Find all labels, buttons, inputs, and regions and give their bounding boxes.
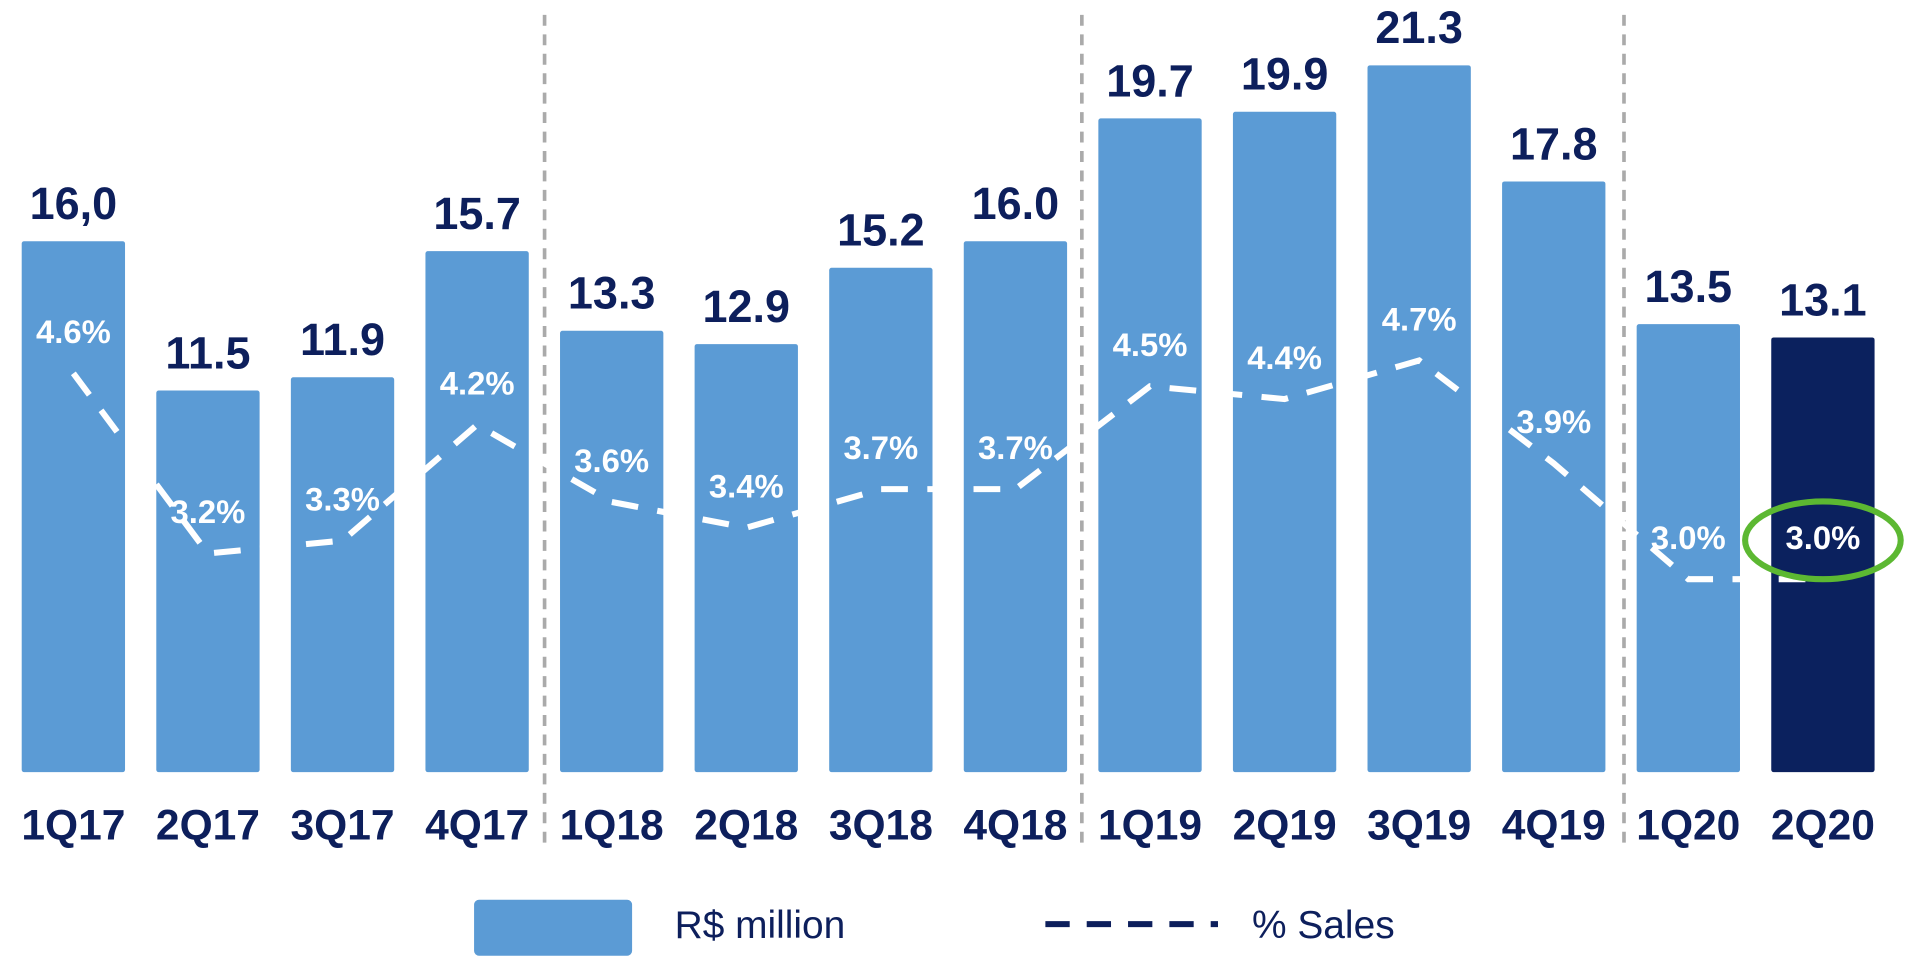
line-value-label: 4.7% (1382, 300, 1457, 337)
line-value-label: 3.0% (1651, 519, 1726, 556)
line-value-label: 3.0% (1786, 519, 1861, 556)
line-value-label: 3.7% (843, 429, 918, 466)
bar-value-label: 15.7 (433, 188, 521, 239)
x-tick-label: 1Q18 (560, 801, 664, 849)
x-tick-label: 1Q17 (21, 801, 125, 849)
bar (560, 330, 664, 773)
bar-value-label: 11.5 (165, 327, 250, 378)
line-value-label: 3.2% (171, 493, 246, 530)
bar (21, 241, 126, 773)
line-value-label: 3.3% (305, 480, 380, 517)
bar-value-label: 17.8 (1510, 118, 1598, 169)
line-value-label: 4.2% (440, 365, 515, 402)
bar-value-label: 16.0 (972, 178, 1060, 229)
bar-value-label: 11.9 (300, 314, 385, 365)
bar (1232, 111, 1337, 773)
line-value-label: 4.4% (1247, 339, 1322, 376)
bar-value-label: 19.9 (1241, 49, 1329, 100)
bar (694, 344, 798, 773)
x-tick-label: 3Q17 (291, 801, 395, 849)
x-tick-label: 2Q20 (1771, 801, 1875, 849)
line-value-label: 3.7% (978, 429, 1053, 466)
bar (156, 390, 260, 773)
highlight-ring (1742, 498, 1904, 583)
bar-value-label: 13.5 (1645, 261, 1733, 312)
bar (290, 377, 395, 773)
bar (1367, 65, 1471, 773)
legend-swatch (474, 899, 633, 956)
bar (963, 241, 1068, 773)
x-tick-label: 1Q19 (1098, 801, 1202, 849)
legend-label: R$ million (675, 904, 846, 947)
line (70, 357, 1823, 583)
bar (829, 267, 933, 773)
x-tick-label: 2Q18 (694, 801, 798, 849)
x-tick-label: 3Q19 (1367, 801, 1471, 849)
year-dividers (542, 14, 1626, 852)
line-value-label: 3.4% (709, 468, 784, 505)
x-tick-label: 4Q19 (1502, 801, 1606, 849)
bar-value-label: 19.7 (1106, 55, 1194, 106)
bar-value-label: 21.3 (1375, 2, 1463, 53)
bar-value-label: 12.9 (703, 281, 791, 332)
legend-label: % Sales (1252, 904, 1395, 947)
line-value-label: 3.9% (1516, 403, 1591, 440)
bar-value-label: 13.3 (568, 268, 656, 319)
x-tick-label: 2Q19 (1233, 801, 1337, 849)
bar (1098, 118, 1202, 773)
bar-value-label: 16,0 (30, 178, 118, 229)
line-value-label: 4.6% (36, 313, 111, 350)
bar (425, 251, 529, 773)
x-tick-label: 4Q18 (963, 801, 1067, 849)
bar (1771, 337, 1875, 773)
x-tick-label: 2Q17 (156, 801, 260, 849)
line-value-label: 3.6% (574, 442, 649, 479)
x-tick-label: 1Q20 (1636, 801, 1740, 849)
bar-value-label: 13.1 (1779, 274, 1867, 325)
bar (1502, 181, 1606, 773)
bar (1636, 324, 1740, 773)
x-tick-label: 3Q18 (829, 801, 933, 849)
x-tick-label: 4Q17 (425, 801, 529, 849)
bar-value-label: 15.2 (837, 205, 925, 256)
line-value-label: 4.5% (1113, 326, 1188, 363)
